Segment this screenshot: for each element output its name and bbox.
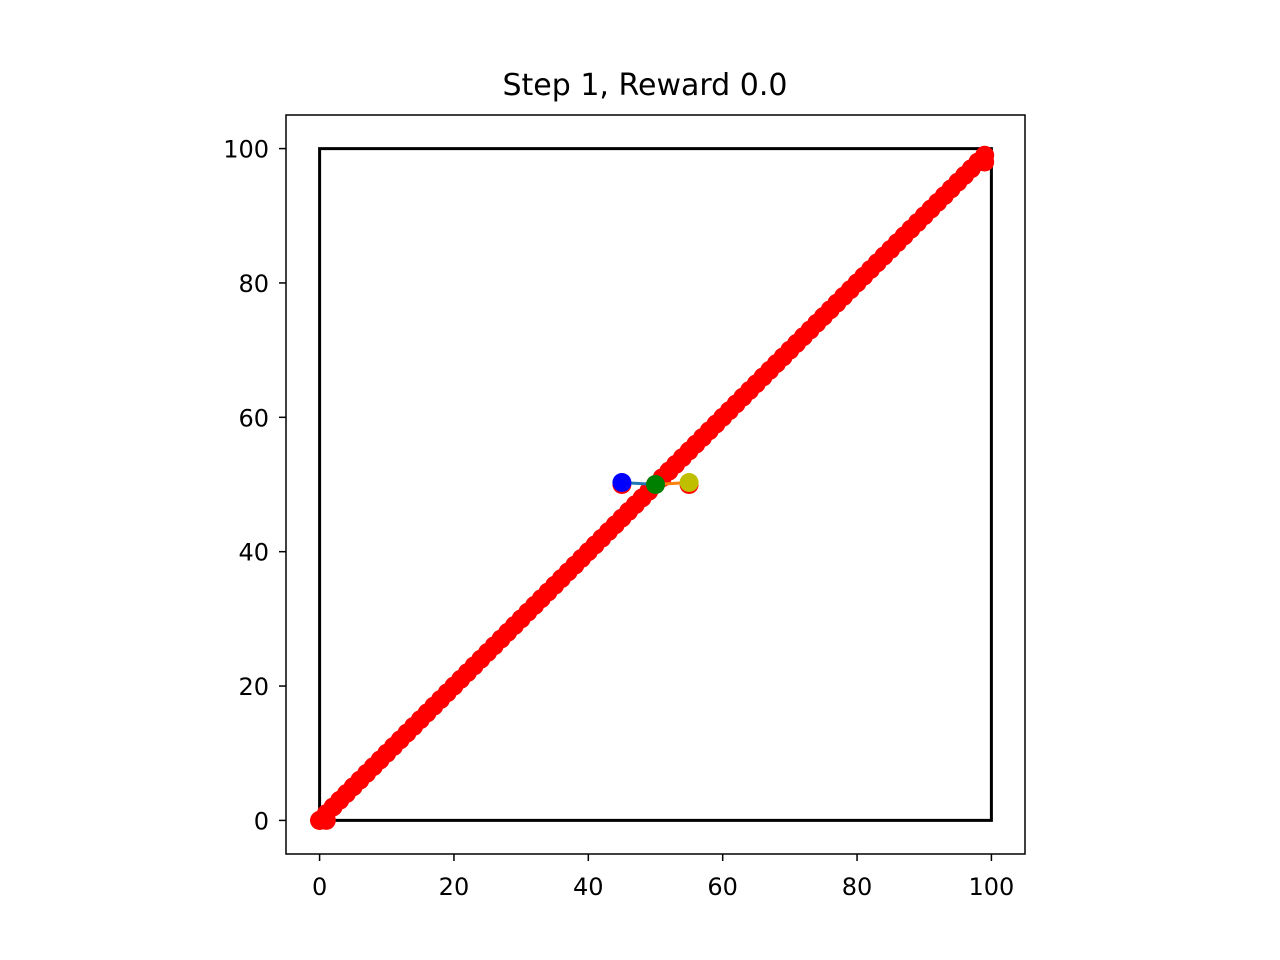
x-tick-label: 60 — [707, 873, 738, 901]
y-tick-label: 20 — [238, 673, 269, 701]
y-tick-label: 100 — [223, 136, 269, 164]
y-tick-label: 80 — [238, 270, 269, 298]
x-tick-label: 20 — [439, 873, 470, 901]
x-axis: 0 20 40 60 80 100 — [312, 854, 1014, 901]
red-point — [316, 810, 336, 830]
axes-frame — [285, 114, 1026, 855]
y-tick-label: 40 — [238, 539, 269, 567]
red-point — [975, 152, 995, 172]
y-axis: 0 20 40 60 80 100 — [223, 136, 286, 835]
x-tick-label: 0 — [312, 873, 327, 901]
agent-point — [679, 473, 699, 492]
agents-layer — [612, 473, 699, 494]
x-tick-label: 80 — [842, 873, 873, 901]
x-tick-label: 100 — [969, 873, 1015, 901]
y-tick-label: 0 — [254, 807, 269, 835]
agent-point — [646, 475, 665, 494]
chart-title: Step 1, Reward 0.0 — [502, 68, 788, 103]
x-tick-label: 40 — [573, 873, 604, 901]
agent-point — [612, 473, 632, 492]
points-layer — [310, 145, 995, 830]
y-tick-label: 60 — [238, 404, 269, 432]
